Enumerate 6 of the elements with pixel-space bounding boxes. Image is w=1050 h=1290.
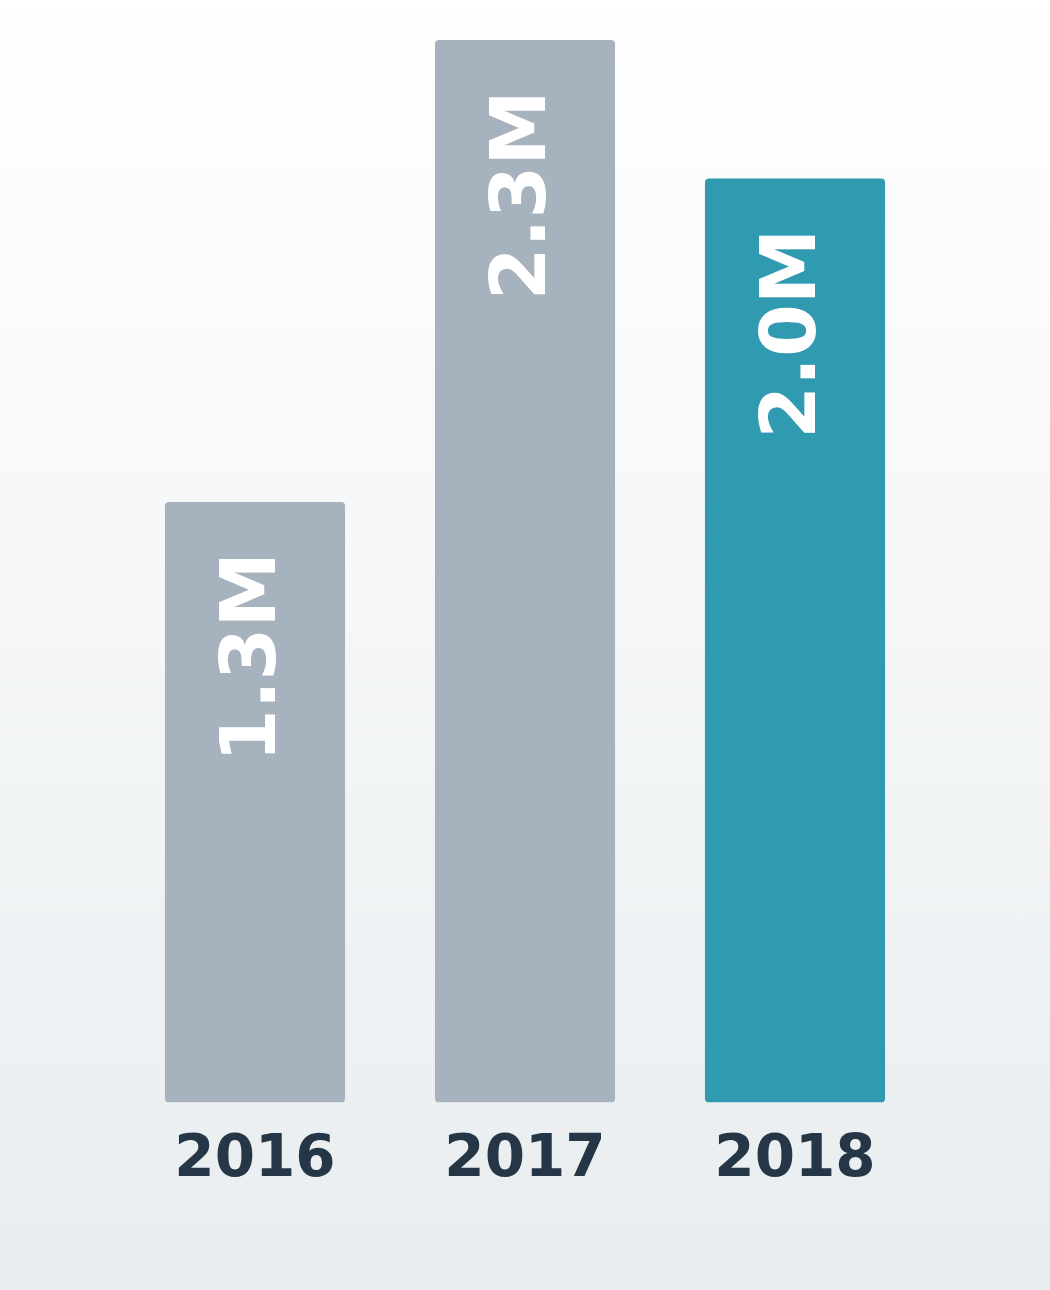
x-tick-label: 2016: [174, 1122, 336, 1191]
data-label: 1.3M: [203, 551, 293, 763]
data-label: 2.0M: [743, 228, 833, 439]
data-label: 2.3M: [473, 90, 563, 301]
x-tick-label: 2017: [444, 1122, 606, 1191]
x-tick-label: 2018: [714, 1122, 876, 1191]
